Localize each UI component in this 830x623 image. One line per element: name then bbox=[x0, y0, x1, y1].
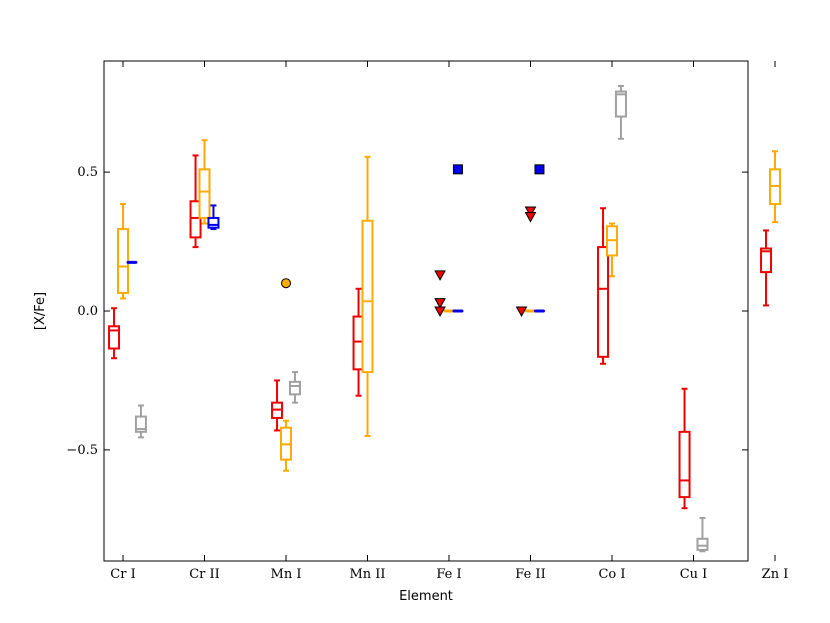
x-tick-label: Co I bbox=[598, 567, 625, 582]
box-body bbox=[361, 219, 374, 374]
square-marker bbox=[534, 164, 545, 175]
x-tick-label: Fe I bbox=[436, 567, 461, 582]
triangle-marker bbox=[434, 298, 446, 309]
box-red bbox=[108, 307, 121, 360]
box-orange bbox=[117, 203, 129, 300]
x-axis-label: Element bbox=[399, 589, 453, 604]
x-tick-label: Cu I bbox=[680, 567, 708, 582]
box-body bbox=[117, 228, 129, 294]
box-gray bbox=[288, 371, 301, 404]
box-orange bbox=[361, 155, 374, 437]
box-orange bbox=[280, 419, 292, 472]
box-body bbox=[207, 216, 220, 229]
box-body bbox=[108, 325, 121, 350]
triangle-marker bbox=[434, 306, 446, 318]
box-body bbox=[597, 246, 610, 358]
square-marker bbox=[452, 164, 463, 175]
box-body bbox=[288, 380, 301, 396]
box-red bbox=[597, 207, 610, 365]
box-red bbox=[189, 154, 202, 249]
box-red bbox=[678, 387, 691, 510]
box-gray bbox=[696, 516, 709, 553]
y-tick-label: 0.5 bbox=[77, 165, 98, 180]
plot-marks bbox=[108, 85, 781, 553]
box-body bbox=[760, 247, 773, 274]
box-body bbox=[198, 168, 211, 219]
y-axis-label: [X/Fe] bbox=[33, 292, 48, 330]
box-red bbox=[760, 229, 773, 307]
circle-marker bbox=[281, 278, 291, 289]
triangle-marker bbox=[524, 212, 537, 223]
box-blue bbox=[207, 204, 220, 231]
box-body bbox=[678, 430, 691, 499]
triangle-marker bbox=[524, 206, 537, 218]
box-orange bbox=[769, 150, 781, 224]
y-tick-label: −0.5 bbox=[66, 443, 98, 458]
x-tick-label: Mn I bbox=[271, 567, 302, 582]
box-gray bbox=[614, 85, 627, 140]
x-tick-label: Cr I bbox=[110, 567, 135, 582]
box-orange bbox=[606, 222, 618, 278]
x-tick-label: Fe II bbox=[515, 567, 545, 582]
box-body bbox=[696, 537, 709, 551]
box-body bbox=[189, 200, 202, 239]
box-red bbox=[271, 379, 284, 432]
triangle-marker bbox=[434, 270, 446, 281]
x-tick-label: Mn II bbox=[349, 567, 385, 582]
box-orange bbox=[198, 139, 211, 225]
y-tick-label: 0.0 bbox=[77, 304, 98, 319]
box-body bbox=[614, 90, 627, 118]
triangle-marker bbox=[515, 306, 528, 318]
box-body bbox=[134, 415, 147, 433]
x-tick-label: Zn I bbox=[762, 567, 789, 582]
axes: 0.5 0.0 −0.5 Cr I Cr II Mn I Mn II Fe I Fe II Co … bbox=[66, 61, 788, 582]
x-tick-label: Cr II bbox=[189, 567, 220, 582]
box-gray bbox=[134, 404, 147, 439]
plot-frame bbox=[103, 60, 749, 562]
